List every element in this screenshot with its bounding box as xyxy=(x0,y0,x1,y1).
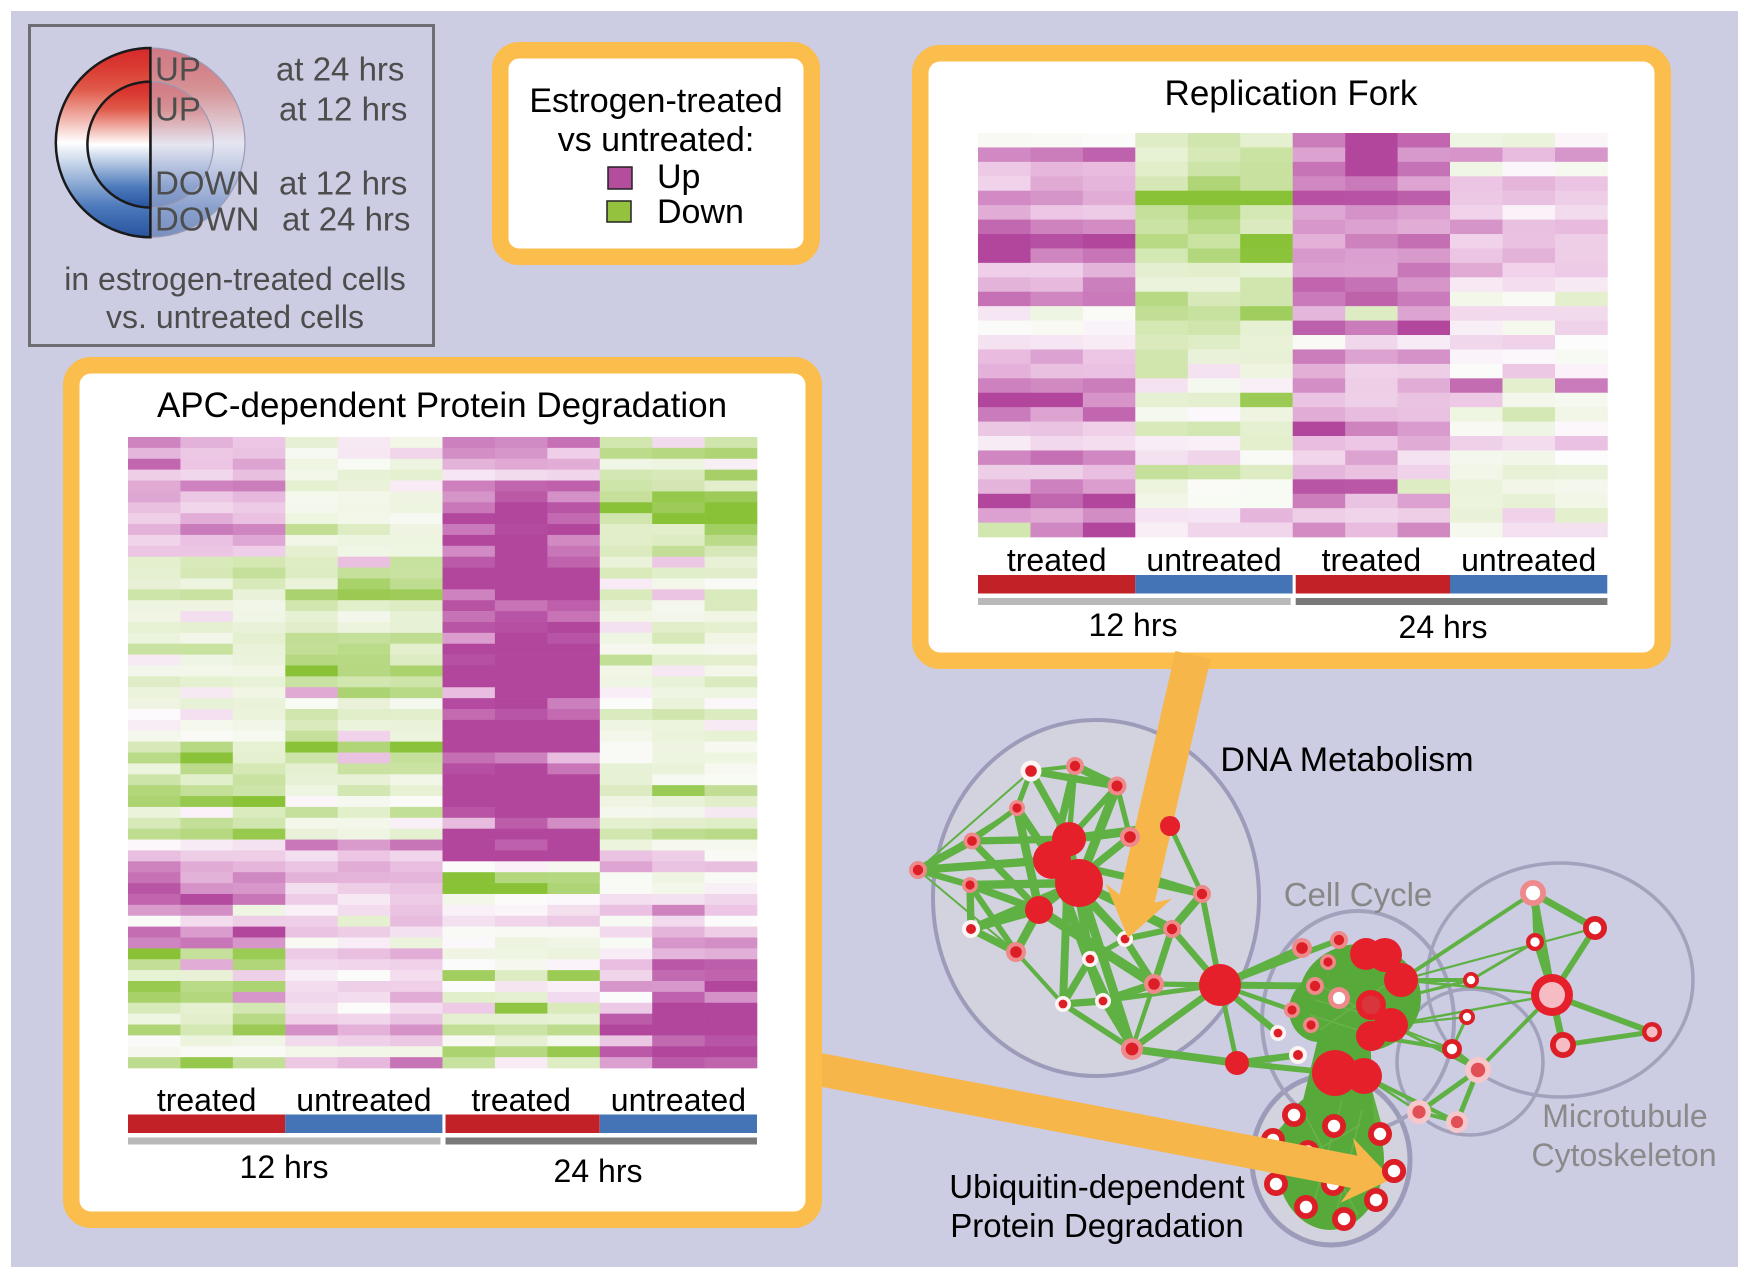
svg-text:vs untreated:: vs untreated: xyxy=(558,121,755,159)
svg-text:DOWN: DOWN xyxy=(155,201,259,238)
svg-text:Microtubule: Microtubule xyxy=(1542,1098,1707,1134)
svg-text:Cytoskeleton: Cytoskeleton xyxy=(1532,1137,1717,1173)
svg-text:at 12 hrs: at 12 hrs xyxy=(279,91,407,128)
svg-text:Cell Cycle: Cell Cycle xyxy=(1284,876,1433,913)
svg-text:untreated: untreated xyxy=(296,1082,431,1118)
svg-text:in estrogen-treated cells: in estrogen-treated cells xyxy=(64,261,406,297)
svg-text:at 12 hrs: at 12 hrs xyxy=(279,165,407,202)
svg-text:UP: UP xyxy=(155,91,201,128)
svg-text:treated: treated xyxy=(1007,542,1107,578)
svg-text:untreated: untreated xyxy=(1461,542,1596,578)
svg-text:at 24 hrs: at 24 hrs xyxy=(282,201,410,238)
svg-text:24 hrs: 24 hrs xyxy=(1399,609,1488,645)
svg-text:Estrogen-treated: Estrogen-treated xyxy=(529,82,782,120)
svg-text:APC-dependent Protein Degradat: APC-dependent Protein Degradation xyxy=(157,386,727,425)
svg-text:vs. untreated cells: vs. untreated cells xyxy=(106,299,364,335)
svg-text:UP: UP xyxy=(155,51,201,88)
svg-text:Down: Down xyxy=(657,193,744,231)
svg-text:Protein Degradation: Protein Degradation xyxy=(950,1207,1244,1244)
svg-text:treated: treated xyxy=(157,1082,257,1118)
svg-text:24 hrs: 24 hrs xyxy=(554,1153,643,1189)
svg-text:untreated: untreated xyxy=(611,1082,746,1118)
svg-text:DOWN: DOWN xyxy=(155,165,259,202)
svg-text:untreated: untreated xyxy=(1146,542,1281,578)
svg-text:Ubiquitin-dependent: Ubiquitin-dependent xyxy=(949,1168,1244,1205)
svg-text:treated: treated xyxy=(471,1082,571,1118)
svg-text:at 24 hrs: at 24 hrs xyxy=(276,51,404,88)
svg-text:Replication Fork: Replication Fork xyxy=(1165,74,1418,113)
svg-text:DNA Metabolism: DNA Metabolism xyxy=(1220,741,1473,779)
svg-text:12 hrs: 12 hrs xyxy=(240,1149,329,1185)
svg-text:Up: Up xyxy=(657,158,700,196)
svg-text:12 hrs: 12 hrs xyxy=(1089,607,1178,643)
svg-text:treated: treated xyxy=(1322,542,1422,578)
